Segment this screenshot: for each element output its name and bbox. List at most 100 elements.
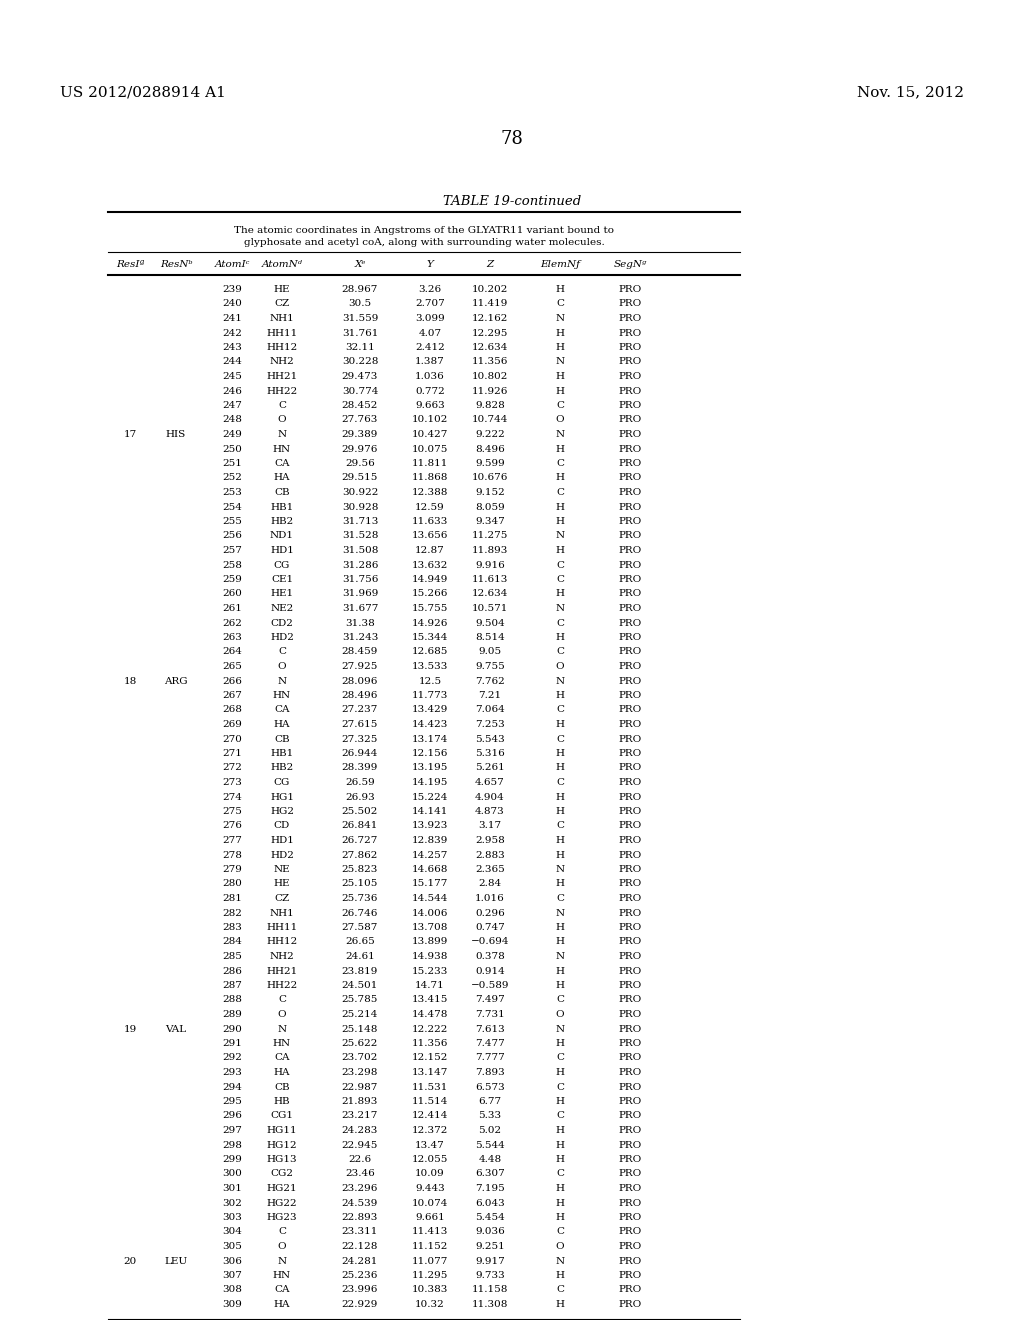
- Text: 12.87: 12.87: [415, 546, 444, 554]
- Text: PRO: PRO: [618, 1039, 642, 1048]
- Text: 9.222: 9.222: [475, 430, 505, 440]
- Text: 3.26: 3.26: [419, 285, 441, 294]
- Text: 31.508: 31.508: [342, 546, 378, 554]
- Text: 252: 252: [222, 474, 242, 483]
- Text: 22.987: 22.987: [342, 1082, 378, 1092]
- Text: N: N: [555, 908, 564, 917]
- Text: PRO: PRO: [618, 879, 642, 888]
- Text: 11.531: 11.531: [412, 1082, 449, 1092]
- Text: 12.295: 12.295: [472, 329, 508, 338]
- Text: 22.929: 22.929: [342, 1300, 378, 1309]
- Text: 13.47: 13.47: [415, 1140, 444, 1150]
- Text: 23.296: 23.296: [342, 1184, 378, 1193]
- Text: 241: 241: [222, 314, 242, 323]
- Text: 25.502: 25.502: [342, 807, 378, 816]
- Text: HD1: HD1: [270, 546, 294, 554]
- Text: 249: 249: [222, 430, 242, 440]
- Text: 267: 267: [222, 690, 242, 700]
- Text: 5.261: 5.261: [475, 763, 505, 772]
- Text: C: C: [556, 648, 564, 656]
- Text: HN: HN: [273, 445, 291, 454]
- Text: H: H: [555, 372, 564, 381]
- Text: 29.976: 29.976: [342, 445, 378, 454]
- Text: HA: HA: [273, 1300, 290, 1309]
- Text: H: H: [555, 981, 564, 990]
- Text: 271: 271: [222, 748, 242, 758]
- Text: 7.893: 7.893: [475, 1068, 505, 1077]
- Text: 14.195: 14.195: [412, 777, 449, 787]
- Text: 30.228: 30.228: [342, 358, 378, 367]
- Text: O: O: [556, 1010, 564, 1019]
- Text: 8.496: 8.496: [475, 445, 505, 454]
- Text: 254: 254: [222, 503, 242, 511]
- Text: 7.613: 7.613: [475, 1024, 505, 1034]
- Text: PRO: PRO: [618, 807, 642, 816]
- Text: 5.544: 5.544: [475, 1140, 505, 1150]
- Text: PRO: PRO: [618, 372, 642, 381]
- Text: 10.427: 10.427: [412, 430, 449, 440]
- Text: 12.634: 12.634: [472, 590, 508, 598]
- Text: 31.38: 31.38: [345, 619, 375, 627]
- Text: N: N: [278, 1257, 287, 1266]
- Text: HG13: HG13: [266, 1155, 297, 1164]
- Text: 11.295: 11.295: [412, 1271, 449, 1280]
- Text: H: H: [555, 343, 564, 352]
- Text: 22.128: 22.128: [342, 1242, 378, 1251]
- Text: 31.969: 31.969: [342, 590, 378, 598]
- Text: 10.676: 10.676: [472, 474, 508, 483]
- Text: C: C: [556, 1170, 564, 1179]
- Text: 280: 280: [222, 879, 242, 888]
- Text: 273: 273: [222, 777, 242, 787]
- Text: HG1: HG1: [270, 792, 294, 801]
- Text: 25.236: 25.236: [342, 1271, 378, 1280]
- Text: H: H: [555, 546, 564, 554]
- Text: HIS: HIS: [166, 430, 186, 440]
- Text: PRO: PRO: [618, 459, 642, 469]
- Text: 25.823: 25.823: [342, 865, 378, 874]
- Text: PRO: PRO: [618, 966, 642, 975]
- Text: 301: 301: [222, 1184, 242, 1193]
- Text: PRO: PRO: [618, 908, 642, 917]
- Text: 26.65: 26.65: [345, 937, 375, 946]
- Text: N: N: [555, 1257, 564, 1266]
- Text: 12.156: 12.156: [412, 748, 449, 758]
- Text: 289: 289: [222, 1010, 242, 1019]
- Text: CA: CA: [274, 459, 290, 469]
- Text: 14.668: 14.668: [412, 865, 449, 874]
- Text: PRO: PRO: [618, 648, 642, 656]
- Text: 10.074: 10.074: [412, 1199, 449, 1208]
- Text: 10.802: 10.802: [472, 372, 508, 381]
- Text: 28.459: 28.459: [342, 648, 378, 656]
- Text: 6.307: 6.307: [475, 1170, 505, 1179]
- Text: 1.016: 1.016: [475, 894, 505, 903]
- Text: 7.477: 7.477: [475, 1039, 505, 1048]
- Text: 268: 268: [222, 705, 242, 714]
- Text: PRO: PRO: [618, 561, 642, 569]
- Text: 302: 302: [222, 1199, 242, 1208]
- Text: 11.356: 11.356: [472, 358, 508, 367]
- Text: HE: HE: [273, 879, 290, 888]
- Text: PRO: PRO: [618, 663, 642, 671]
- Text: PRO: PRO: [618, 1242, 642, 1251]
- Text: 14.006: 14.006: [412, 908, 449, 917]
- Text: H: H: [555, 1039, 564, 1048]
- Text: O: O: [278, 1010, 287, 1019]
- Text: 22.945: 22.945: [342, 1140, 378, 1150]
- Text: 11.633: 11.633: [412, 517, 449, 525]
- Text: H: H: [555, 879, 564, 888]
- Text: CB: CB: [274, 488, 290, 498]
- Text: H: H: [555, 1140, 564, 1150]
- Text: 260: 260: [222, 590, 242, 598]
- Text: 24.501: 24.501: [342, 981, 378, 990]
- Text: 243: 243: [222, 343, 242, 352]
- Text: 15.233: 15.233: [412, 966, 449, 975]
- Text: PRO: PRO: [618, 763, 642, 772]
- Text: N: N: [555, 952, 564, 961]
- Text: 23.819: 23.819: [342, 966, 378, 975]
- Text: 0.378: 0.378: [475, 952, 505, 961]
- Text: N: N: [555, 676, 564, 685]
- Text: 26.841: 26.841: [342, 821, 378, 830]
- Text: ND1: ND1: [270, 532, 294, 540]
- Text: 12.685: 12.685: [412, 648, 449, 656]
- Text: 246: 246: [222, 387, 242, 396]
